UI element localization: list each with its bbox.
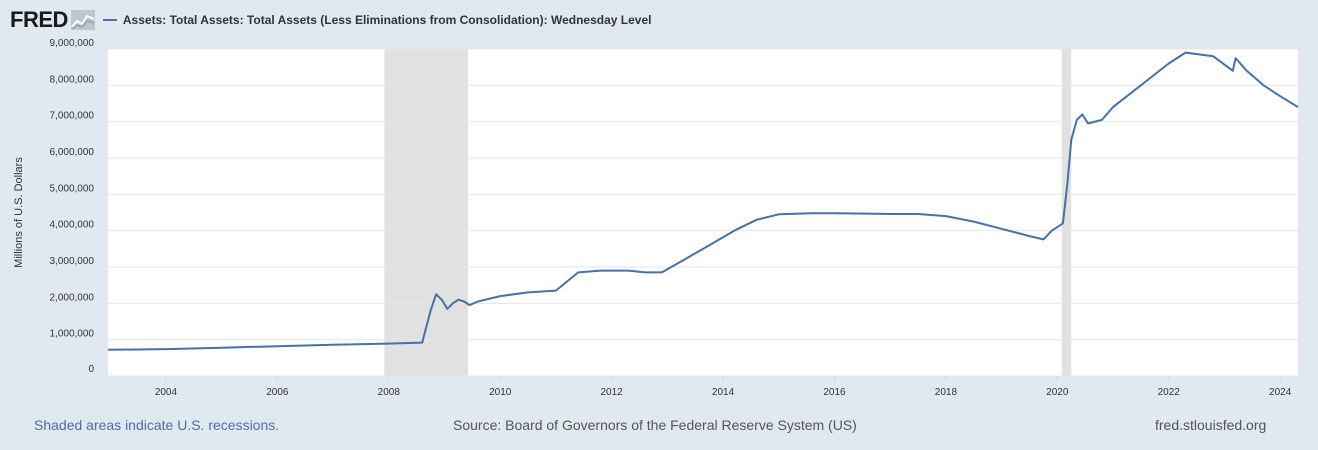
- x-tick-label: 2018: [935, 387, 958, 398]
- y-axis-ticks: 0 1,000,000 2,000,000 3,000,000 4,000,000 5,0…: [50, 38, 95, 375]
- y-tick-label: 2,000,000: [50, 292, 95, 303]
- site-link[interactable]: fred.stlouisfed.org: [1155, 417, 1267, 433]
- chart-header: FRED Assets: Total Assets: Total Assets …: [10, 6, 651, 34]
- y-tick-label: 1,000,000: [50, 329, 95, 340]
- x-tick-label: 2012: [601, 387, 624, 398]
- fred-logo[interactable]: FRED: [10, 7, 95, 33]
- x-tick-label: 2020: [1046, 387, 1069, 398]
- y-tick-label: 9,000,000: [50, 38, 95, 49]
- y-tick-label: 7,000,000: [50, 111, 95, 122]
- chart-logo-icon: [70, 10, 95, 30]
- legend[interactable]: Assets: Total Assets: Total Assets (Less…: [102, 13, 652, 27]
- y-tick-label: 5,000,000: [50, 183, 95, 194]
- gridlines: [108, 48, 1298, 377]
- logo-text: FRED: [10, 7, 68, 32]
- x-tick-label: 2006: [266, 387, 289, 398]
- series-line-total-assets[interactable]: [107, 51, 1299, 351]
- legend-swatch: [102, 19, 117, 21]
- y-axis-label: Millions of U.S. Dollars: [13, 157, 25, 268]
- recession-band-0: [384, 49, 468, 376]
- source-note: Source: Board of Governors of the Federa…: [453, 417, 857, 433]
- recession-band-1: [1061, 49, 1072, 376]
- x-tick-label: 2022: [1158, 387, 1181, 398]
- legend-label: Assets: Total Assets: Total Assets (Less…: [122, 13, 652, 27]
- y-tick-label: 0: [88, 364, 94, 375]
- y-tick-label: 6,000,000: [50, 147, 95, 158]
- x-axis-ticks: 2004 2006 2008 2010 2012 2014 2016 2018 2020 2022…: [155, 376, 1292, 398]
- y-tick-label: 8,000,000: [50, 74, 95, 85]
- x-tick-label: 2014: [712, 387, 735, 398]
- x-tick-label: 2004: [155, 387, 178, 398]
- recession-note[interactable]: Shaded areas indicate U.S. recessions.: [34, 417, 280, 433]
- x-tick-label: 2016: [823, 387, 846, 398]
- plot-area: [108, 49, 1298, 376]
- x-tick-label: 2010: [489, 387, 512, 398]
- recession-shading: [384, 49, 1072, 376]
- y-tick-label: 4,000,000: [50, 220, 95, 231]
- x-tick-label: 2024: [1269, 387, 1292, 398]
- y-tick-label: 3,000,000: [50, 256, 95, 267]
- x-tick-label: 2008: [378, 387, 401, 398]
